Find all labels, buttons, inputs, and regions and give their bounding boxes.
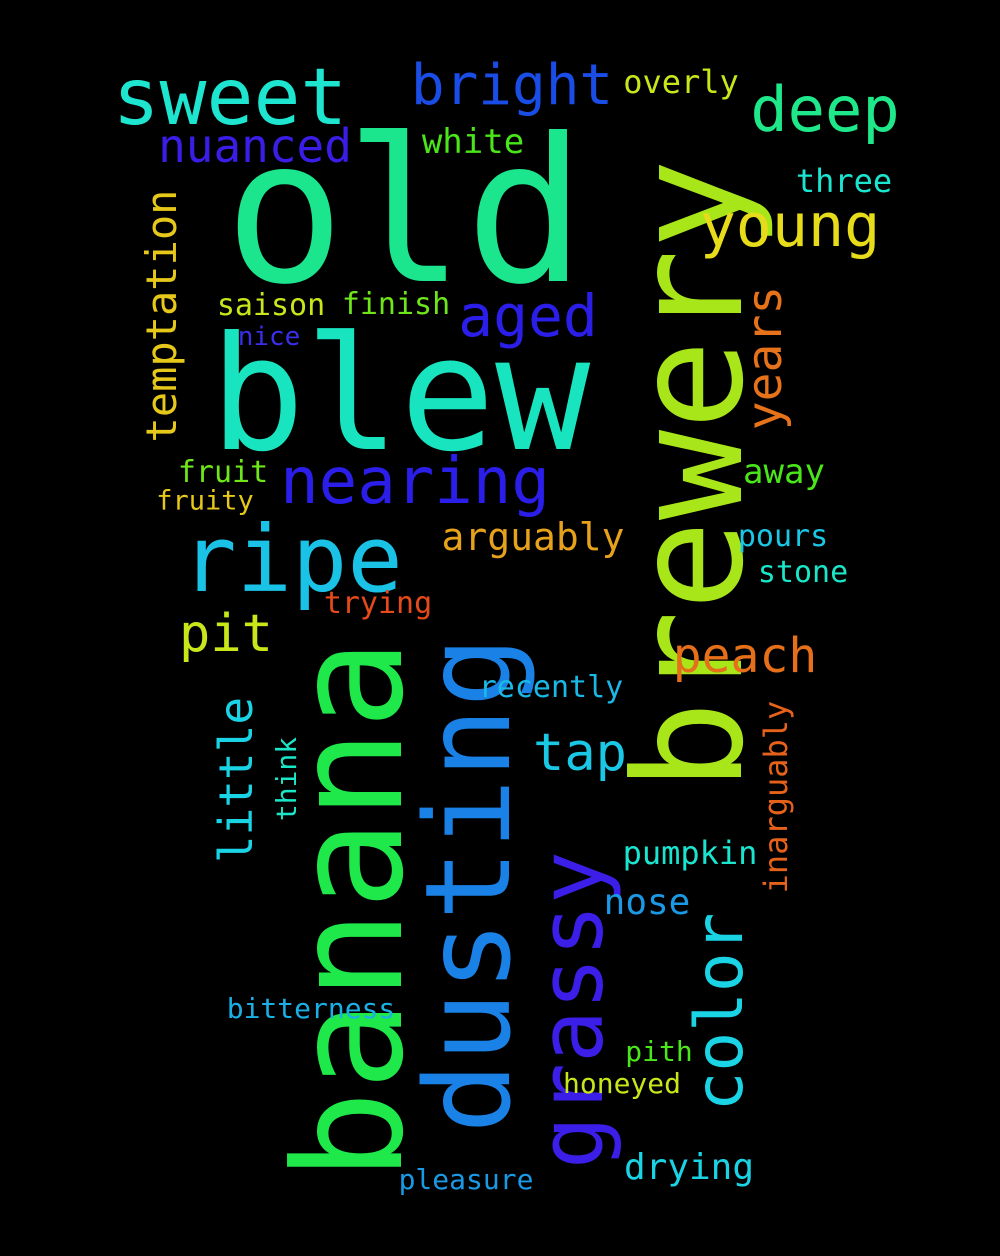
word-nice: nice: [237, 322, 301, 352]
word-nuanced: nuanced: [158, 119, 352, 173]
word-pumpkin: pumpkin: [622, 834, 758, 872]
word-ripe: ripe: [181, 506, 403, 613]
word-dusting: dusting: [399, 636, 537, 1134]
word-aged: aged: [458, 282, 598, 350]
word-stone: stone: [757, 555, 849, 590]
word-pit: pit: [179, 604, 273, 664]
word-young: young: [699, 191, 881, 261]
word-nose: nose: [603, 882, 691, 923]
word-bright: bright: [410, 53, 614, 118]
word-temptation: temptation: [137, 189, 186, 443]
word-little: little: [209, 696, 263, 864]
word-color: color: [681, 912, 758, 1112]
word-pith: pith: [625, 1035, 693, 1068]
word-years: years: [737, 285, 793, 431]
word-saison: saison: [216, 288, 326, 323]
word-tap: tap: [533, 723, 627, 783]
word-pours: pours: [737, 519, 829, 554]
word-sweet: sweet: [112, 53, 348, 143]
word-three: three: [795, 162, 893, 200]
word-arguably: arguably: [441, 515, 625, 559]
word-overly: overly: [623, 63, 739, 101]
word-white: white: [421, 122, 525, 162]
word-blew: blew: [209, 303, 591, 487]
word-think: think: [270, 736, 303, 822]
word-deep: deep: [750, 73, 900, 146]
word-pleasure: pleasure: [398, 1163, 534, 1196]
word-recently: recently: [478, 670, 624, 705]
word-old: old: [224, 96, 586, 329]
word-away: away: [743, 452, 825, 492]
word-trying: trying: [323, 586, 433, 621]
word-nearing: nearing: [280, 445, 550, 519]
word-honeyed: honeyed: [562, 1067, 682, 1100]
word-inarguably: inarguably: [757, 700, 795, 894]
word-peach: peach: [672, 628, 818, 684]
word-fruity: fruity: [156, 485, 254, 517]
word-finish: finish: [341, 287, 451, 322]
word-drying: drying: [623, 1147, 755, 1188]
word-bitterness: bitterness: [226, 992, 396, 1025]
word-fruit: fruit: [177, 455, 269, 490]
